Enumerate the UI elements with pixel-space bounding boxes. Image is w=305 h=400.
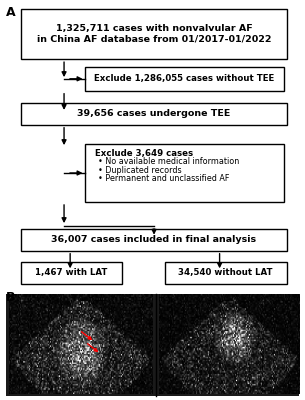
Bar <box>6 294 299 396</box>
FancyBboxPatch shape <box>21 229 287 251</box>
FancyBboxPatch shape <box>21 262 122 284</box>
FancyBboxPatch shape <box>21 103 287 125</box>
FancyBboxPatch shape <box>85 67 284 91</box>
Text: 1,467 with LAT: 1,467 with LAT <box>35 268 108 278</box>
Text: 1,325,711 cases with nonvalvular AF
in China AF database from 01/2017-01/2022: 1,325,711 cases with nonvalvular AF in C… <box>37 24 271 44</box>
Text: • Permanent and unclassified AF: • Permanent and unclassified AF <box>98 174 229 183</box>
Text: • Duplicated records: • Duplicated records <box>98 166 181 174</box>
Text: 34,540 without LAT: 34,540 without LAT <box>178 268 273 278</box>
Text: 39,656 cases undergone TEE: 39,656 cases undergone TEE <box>77 109 231 118</box>
Text: A: A <box>6 6 16 19</box>
Text: B: B <box>6 291 16 304</box>
FancyBboxPatch shape <box>21 9 287 59</box>
Text: 36,007 cases included in final analysis: 36,007 cases included in final analysis <box>52 235 257 244</box>
Text: • No available medical information: • No available medical information <box>98 157 239 166</box>
FancyBboxPatch shape <box>165 262 287 284</box>
Text: Exclude 3,649 cases: Exclude 3,649 cases <box>95 149 193 158</box>
FancyBboxPatch shape <box>85 144 284 202</box>
Text: Exclude 1,286,055 cases without TEE: Exclude 1,286,055 cases without TEE <box>95 74 274 83</box>
